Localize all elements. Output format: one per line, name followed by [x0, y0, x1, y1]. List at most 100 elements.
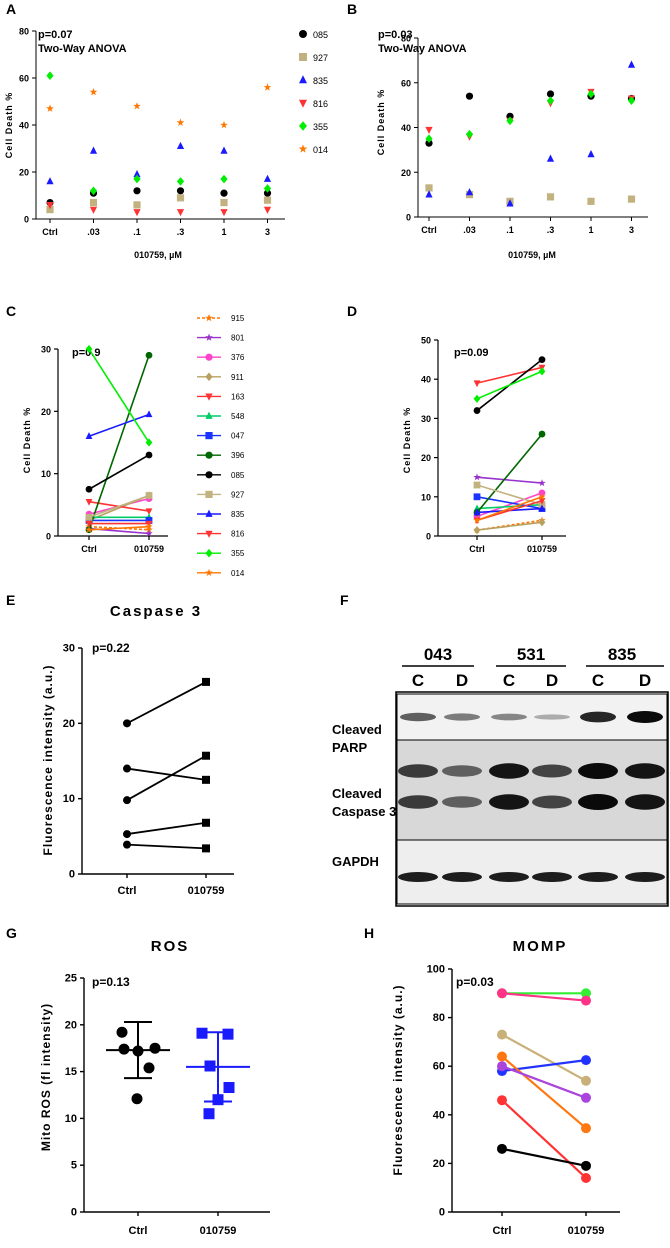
- wb-row2-label1: Cleaved: [332, 786, 382, 801]
- blot-band: [580, 711, 616, 723]
- blot-band: [442, 796, 482, 808]
- data-point: [222, 1028, 234, 1040]
- legend-label: 085: [231, 471, 245, 480]
- panel-label-b: B: [347, 1, 357, 17]
- data-point-835: [587, 150, 595, 158]
- data-point-927: [89, 198, 98, 207]
- legend-marker-396: [205, 451, 213, 459]
- data-point-816: [176, 209, 185, 217]
- legend-marker-927: [205, 490, 213, 498]
- legend-marker-355: [299, 121, 307, 131]
- data-point-835: [538, 504, 546, 512]
- data-point-927: [587, 197, 595, 205]
- blot-band: [578, 794, 618, 810]
- data-point: [132, 1045, 144, 1057]
- series-line: [126, 821, 207, 835]
- data-point-047: [145, 517, 153, 524]
- data-point-355: [546, 96, 555, 105]
- y-tick-label: 40: [401, 123, 411, 133]
- blot-band: [442, 765, 482, 777]
- data-point-801: [473, 473, 481, 481]
- lane-label: D: [639, 671, 651, 690]
- series-line-blue: [501, 1059, 587, 1073]
- data-point-927: [627, 195, 636, 203]
- data-point: [204, 1060, 216, 1072]
- data-point-085: [546, 90, 555, 98]
- data-point-orange: [581, 1123, 591, 1134]
- series-line-red: [501, 1099, 587, 1179]
- legend-label: 163: [231, 392, 245, 401]
- legend-marker-163: [205, 393, 213, 401]
- x-tick-label: Ctrl: [42, 227, 58, 237]
- data-point-355: [465, 129, 474, 139]
- legend-label: 816: [231, 530, 245, 539]
- y-tick-label: 20: [65, 1019, 77, 1031]
- panel-label-c: C: [6, 303, 16, 319]
- series-line-purple: [501, 1065, 587, 1099]
- data-point-835: [85, 432, 93, 439]
- data-point-927: [263, 196, 272, 204]
- data-point-orange: [497, 1051, 507, 1062]
- chart-a-pvalue: p=0.07: [38, 29, 73, 41]
- data-point-085: [425, 139, 433, 147]
- y-tick-label: 5: [71, 1160, 77, 1172]
- y-tick-label: 80: [433, 1012, 445, 1024]
- blot-band: [627, 711, 663, 723]
- data-point-047: [473, 493, 481, 501]
- y-tick-label: 10: [41, 469, 51, 479]
- chart-g-ylabel: Mito ROS (fl intensity): [39, 1003, 53, 1151]
- data-point-355: [425, 134, 433, 144]
- x-tick-label: Ctrl: [421, 225, 437, 235]
- blot-strip: [396, 739, 668, 841]
- y-tick-label: 20: [421, 453, 431, 463]
- data-point-927: [220, 198, 228, 207]
- data-point-816: [46, 202, 54, 210]
- data-point-blue: [581, 1055, 591, 1066]
- data-point-085: [538, 356, 546, 363]
- y-tick-label: 25: [65, 973, 77, 985]
- chart-a-xlabel: 010759, µM: [134, 250, 182, 260]
- chart-b-pvalue: p=0.03: [378, 29, 413, 41]
- data-point-355: [220, 174, 228, 184]
- legend-marker-915: [205, 313, 213, 322]
- data-point-835: [627, 60, 636, 68]
- data-point-835: [473, 508, 481, 516]
- legend-label: 047: [231, 432, 245, 441]
- legend-label: 014: [313, 145, 328, 155]
- legend-marker-085: [205, 471, 213, 479]
- data-point-014: [145, 522, 153, 530]
- series-line: [126, 843, 207, 850]
- data-point-816: [133, 209, 141, 217]
- panel-label-d: D: [347, 303, 357, 319]
- blot-band: [625, 794, 665, 810]
- x-tick-label: Ctrl: [81, 544, 97, 554]
- data-point-927: [546, 193, 555, 201]
- data-point: [223, 1082, 235, 1094]
- x-tick-label: Ctrl: [469, 544, 485, 554]
- data-point-355: [473, 394, 481, 403]
- legend-marker-835: [205, 509, 213, 517]
- x-tick-label: 010759: [527, 544, 557, 554]
- legend-marker-835: [299, 75, 307, 84]
- series-line-014: [476, 496, 543, 522]
- chart-e: Caspase 3 p=0.22 Fluorescence intensity …: [41, 603, 234, 897]
- chart-d: p=0.09 Cell Death % 0 10 20 30 40 50 Ctrl 01075…: [402, 336, 566, 554]
- legend-marker-014: [205, 568, 213, 577]
- legend-label: 927: [313, 53, 328, 63]
- data-point-801: [145, 529, 153, 537]
- data-point-396: [538, 430, 546, 438]
- data-point-801: [538, 479, 546, 487]
- data-point-911: [473, 526, 481, 535]
- blot-band: [532, 795, 572, 809]
- data-point-treated: [202, 818, 210, 827]
- x-tick-label: Ctrl: [493, 1225, 512, 1237]
- data-point-purple: [497, 1061, 507, 1072]
- y-tick-label: 0: [24, 215, 29, 225]
- data-point-927: [85, 513, 93, 521]
- data-point-black: [497, 1143, 507, 1154]
- chart-g-pvalue: p=0.13: [92, 975, 130, 989]
- data-point: [143, 1062, 155, 1074]
- data-point-355: [145, 438, 153, 447]
- lane-label: D: [456, 671, 468, 690]
- y-tick-label: 100: [427, 964, 445, 976]
